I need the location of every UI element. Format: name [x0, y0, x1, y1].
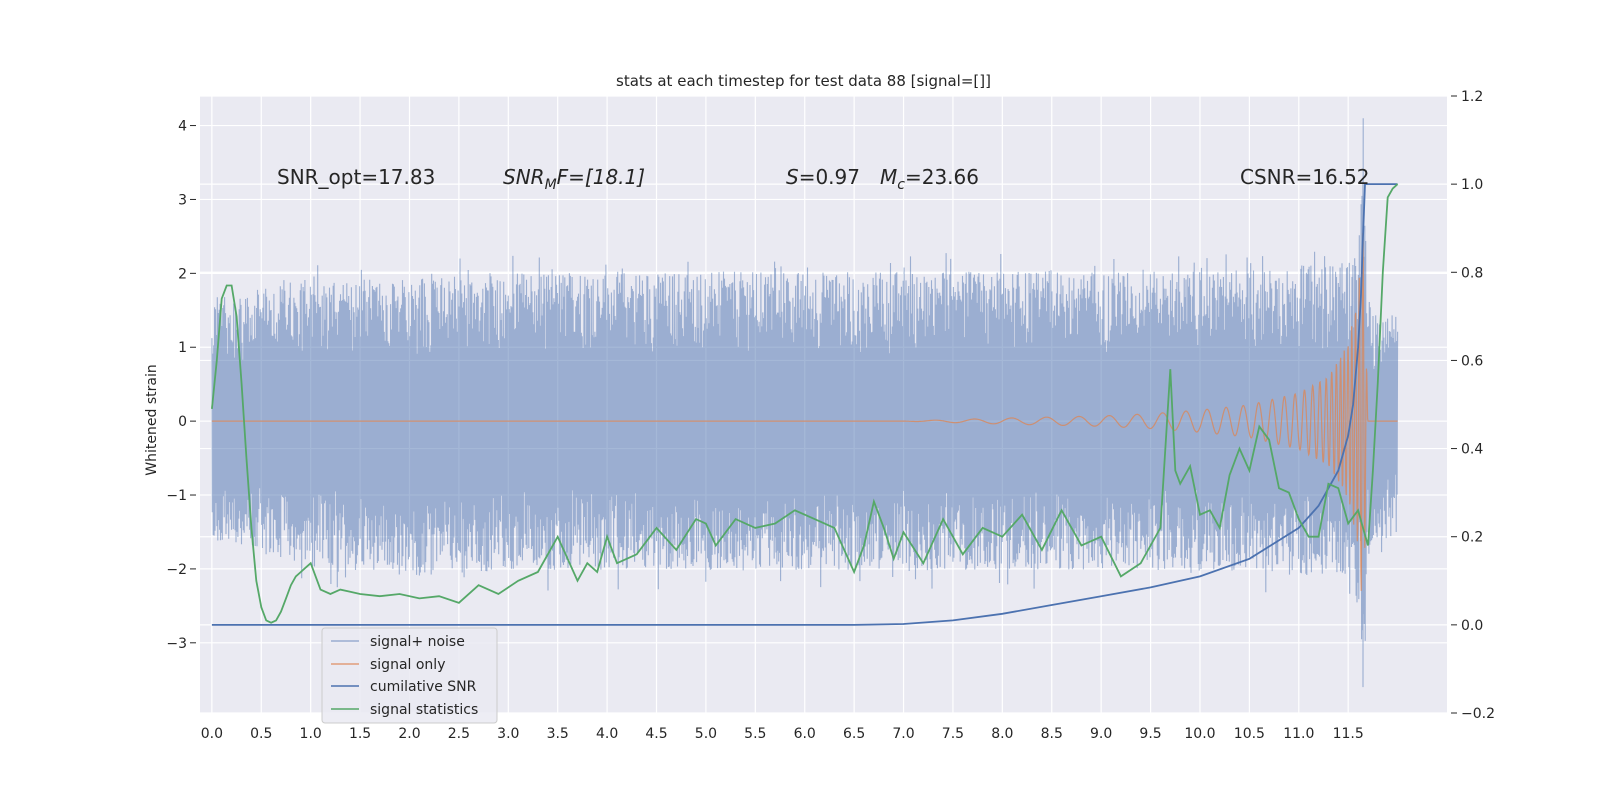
y-tick-label-7: −3	[166, 636, 187, 652]
y-tick-label-0: 4	[178, 119, 187, 135]
y2-tick-label-2: 0.8	[1461, 265, 1483, 281]
y-tick-label-6: −2	[166, 562, 187, 578]
series-layer	[211, 118, 1399, 688]
y2-tick-label-6: 0.0	[1461, 618, 1483, 634]
y-tick-label-1: 3	[178, 192, 187, 208]
annotation-csnr: CSNR=16.52	[1240, 165, 1370, 189]
annotation-snr-mf: SNRMF=[18.1]	[503, 165, 645, 193]
x-tick-label-11: 5.5	[744, 726, 766, 742]
x-tick-label-19: 9.5	[1139, 726, 1161, 742]
y2-tick-label-5: 0.2	[1461, 530, 1483, 546]
legend-label-cumilative-snr: cumilative SNR	[370, 679, 477, 695]
x-tick-label-4: 2.0	[398, 726, 420, 742]
series-cumilative-snr-line	[211, 183, 1398, 626]
y2-axis-ticks: 1.2 1.0 0.8 0.6 0.4 0.2 0.0 −0.2	[1451, 89, 1495, 722]
x-axis-ticks: 0.0 0.5 1.0 1.5 2.0 2.5 3.0 3.5 4.0 4.5 5.0 5.5 6.0 6…	[201, 726, 1364, 742]
legend-box	[321, 627, 498, 724]
x-tick-label-20: 10.0	[1184, 726, 1215, 742]
x-tick-label-3: 1.5	[349, 726, 371, 742]
annotation-mc-value: Mc=23.66	[880, 165, 979, 193]
x-tick-label-14: 7.0	[892, 726, 914, 742]
y-tick-label-4: 0	[178, 414, 187, 430]
y2-tick-label-0: 1.2	[1461, 89, 1483, 105]
annotation-s-value: S=0.97	[786, 165, 860, 189]
y2-tick-label-1: 1.0	[1461, 177, 1483, 193]
series-signal-statistics-line	[211, 183, 1399, 624]
x-tick-label-17: 8.5	[1041, 726, 1063, 742]
x-tick-label-5: 2.5	[448, 726, 470, 742]
chart-title: stats at each timestep for test data 88 …	[616, 72, 991, 90]
y2-tick-label-3: 0.6	[1461, 353, 1483, 369]
y2-tick-label-7: −0.2	[1461, 706, 1495, 722]
x-tick-label-2: 1.0	[300, 726, 322, 742]
x-tick-label-23: 11.5	[1333, 726, 1364, 742]
y-axis-label: Whitened strain	[144, 364, 160, 475]
x-tick-label-13: 6.5	[843, 726, 865, 742]
y-tick-label-3: 1	[178, 340, 187, 356]
x-tick-label-6: 3.0	[497, 726, 519, 742]
x-tick-label-1: 0.5	[250, 726, 272, 742]
x-tick-label-10: 5.0	[695, 726, 717, 742]
x-tick-label-21: 10.5	[1234, 726, 1265, 742]
y-axis-ticks: 4 3 2 1 0 −1 −2 −3	[166, 119, 196, 652]
x-tick-label-16: 8.0	[991, 726, 1013, 742]
series-signal-only-line	[211, 233, 1398, 591]
x-tick-label-8: 4.0	[596, 726, 618, 742]
legend-label-signal-noise: signal+ noise	[370, 634, 465, 650]
legend-label-signal-only: signal only	[370, 657, 445, 673]
x-tick-label-22: 11.0	[1283, 726, 1314, 742]
annotation-snr-opt: SNR_opt=17.83	[277, 165, 435, 189]
x-tick-label-15: 7.5	[942, 726, 964, 742]
x-tick-label-7: 3.5	[547, 726, 569, 742]
x-tick-label-0: 0.0	[201, 726, 223, 742]
y2-tick-label-4: 0.4	[1461, 442, 1483, 458]
x-tick-label-12: 6.0	[794, 726, 816, 742]
y-tick-label-5: −1	[166, 488, 187, 504]
legend: signal+ noise signal only cumilative SNR…	[321, 627, 498, 724]
y-tick-label-2: 2	[178, 266, 187, 282]
legend-label-signal-statistics: signal statistics	[370, 702, 478, 718]
x-tick-label-9: 4.5	[645, 726, 667, 742]
x-tick-label-18: 9.0	[1090, 726, 1112, 742]
